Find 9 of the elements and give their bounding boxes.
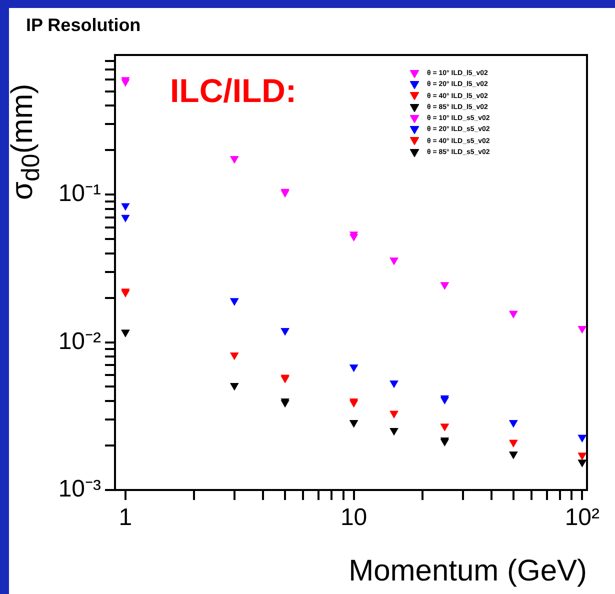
x-tick-label: 10 bbox=[340, 504, 368, 532]
annotation: ILC/ILD: bbox=[170, 72, 296, 110]
y-tick-label: 10⁻¹ bbox=[58, 180, 102, 208]
x-axis-title: Momentum (GeV) bbox=[348, 554, 587, 588]
y-tick-label: 10⁻³ bbox=[58, 476, 102, 503]
y-tick-label: 10⁻² bbox=[58, 328, 102, 355]
x-tick-label: 1 bbox=[118, 504, 132, 532]
chart-title: IP Resolution bbox=[26, 15, 141, 36]
x-tick-label: 10² bbox=[564, 504, 600, 532]
